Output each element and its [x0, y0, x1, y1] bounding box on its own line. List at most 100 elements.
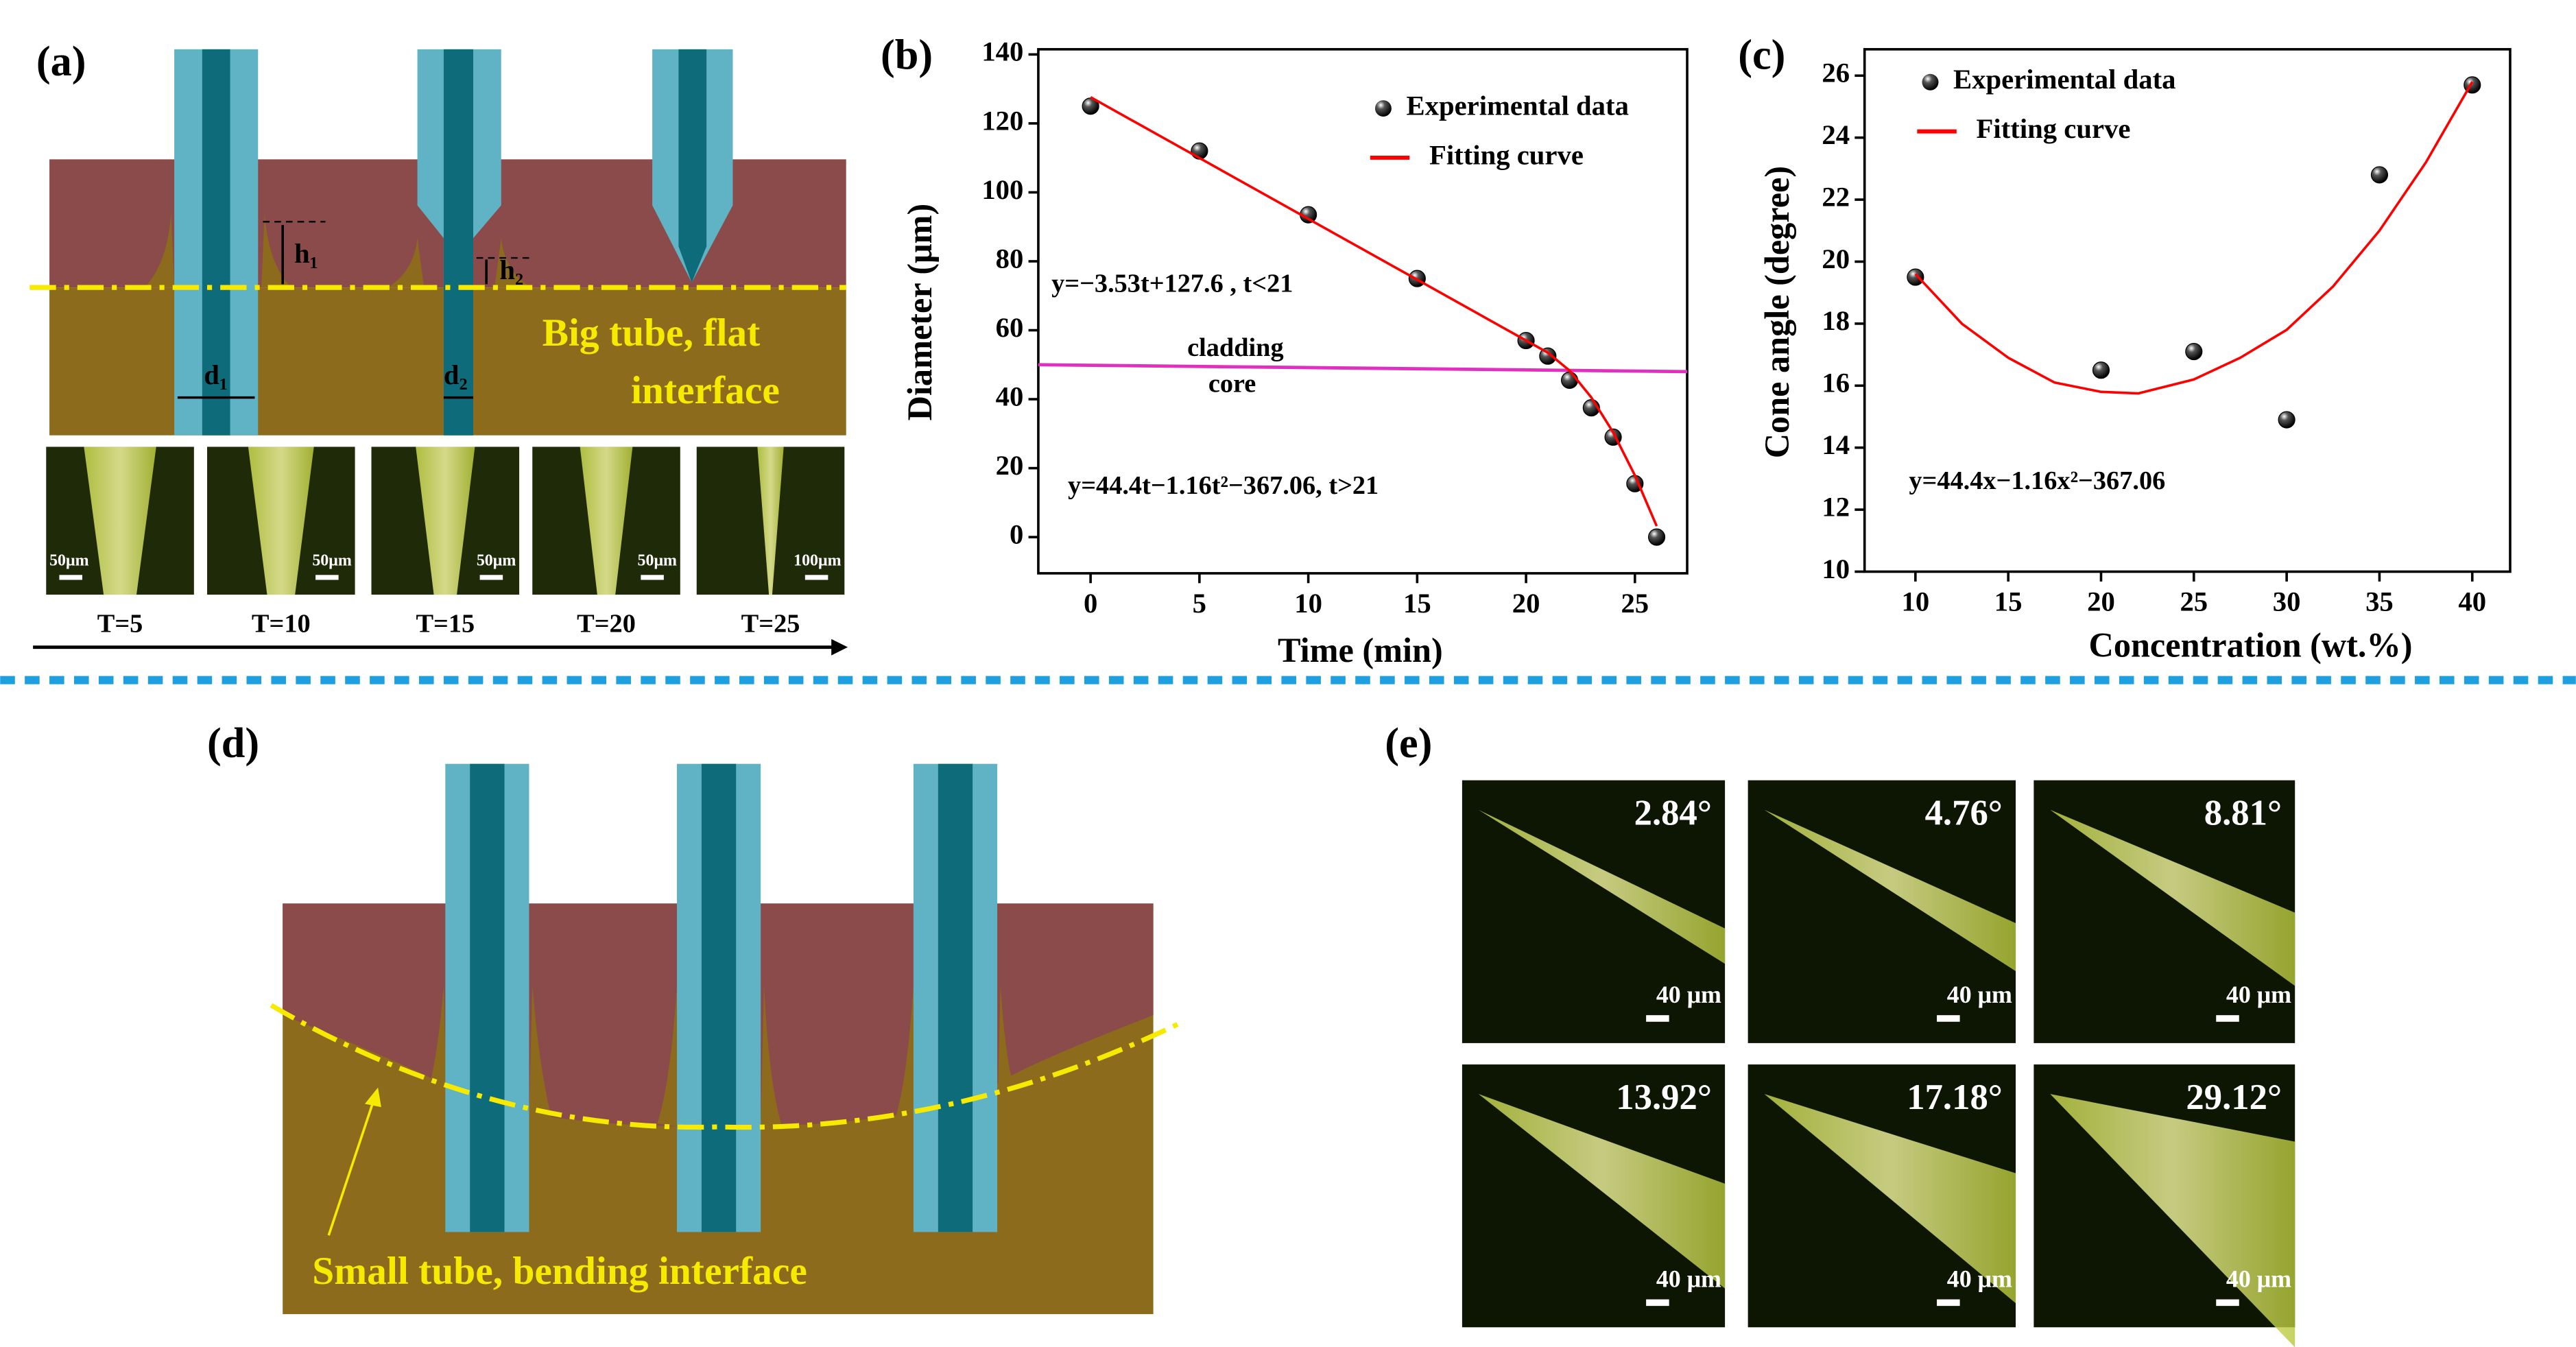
fiber-core: [938, 763, 973, 1232]
data-point: [2092, 361, 2110, 379]
fiber-core: [202, 49, 230, 436]
angle-label: 4.76°: [1925, 793, 2003, 833]
legend-swatch: [1922, 73, 1939, 91]
interface-line: [270, 1003, 1184, 1130]
data-point: [2278, 411, 2295, 429]
fiber-core: [443, 49, 474, 436]
scale-label: 40 μm: [1947, 1265, 2012, 1292]
legend-swatch: [1374, 100, 1392, 117]
data-point: [2370, 166, 2389, 184]
legend-label: Experimental data: [1953, 64, 2175, 95]
fiber-tip: [1478, 1094, 1726, 1289]
y-tick-label: 80: [996, 243, 1024, 274]
y-tick-label: 140: [981, 36, 1023, 67]
panel-label: (b): [881, 32, 933, 79]
panel-a-diagram: h₁ h₂ d₁ d₂ Big tube, flat interface: [29, 49, 846, 436]
y-tick-label: 10: [1822, 553, 1850, 584]
fiber-core: [678, 49, 707, 283]
y-axis-label: Diameter (μm): [901, 204, 939, 421]
y-tick-label: 18: [1822, 305, 1850, 336]
x-tick-label: 15: [1994, 586, 2023, 617]
micrograph-row: 50μm T=5 50μm T=10 50μm T=15 50μm T=20 100μm T=25: [46, 446, 845, 638]
legend-label: Experimental data: [1406, 90, 1628, 121]
fit-curve: [1090, 96, 1658, 527]
time-label: T=25: [741, 609, 800, 638]
scale-bar: [1937, 1299, 1960, 1307]
scale-label: 40 μm: [1947, 981, 2012, 1008]
angle-label: 17.18°: [1907, 1077, 2003, 1117]
scale-label: 50μm: [477, 552, 516, 570]
height-label: h₁: [294, 238, 318, 269]
fiber-tip: [2050, 1094, 2295, 1347]
fiber-tip: [2050, 809, 2295, 986]
data-point: [1907, 268, 1924, 286]
x-tick-label: 0: [1084, 588, 1097, 619]
charts: 0 5 10 15 20 25 0 20 40 60 80 100 120 140 Time (min) Di…: [901, 36, 2512, 669]
panel-label: (d): [207, 720, 259, 767]
diameter-label: d₂: [444, 359, 468, 390]
meniscus: [144, 213, 291, 288]
scale-bar: [641, 575, 664, 580]
fiber-tip: [1764, 1094, 2016, 1304]
fit-curve: [1914, 81, 2474, 395]
scale-label: 50μm: [49, 552, 89, 570]
scale-bar: [1646, 1015, 1669, 1022]
fiber-image: [757, 446, 784, 595]
angle-label: 13.92°: [1616, 1077, 1712, 1117]
plot-frame: [1037, 48, 1689, 575]
interface-label: interface: [631, 369, 780, 412]
x-tick-label: 35: [2365, 586, 2394, 617]
interface-label: Small tube, bending interface: [312, 1250, 807, 1293]
fiber-core: [470, 763, 505, 1232]
y-tick-label: 100: [981, 174, 1023, 205]
scale-bar: [1646, 1299, 1669, 1307]
time-label: T=5: [97, 609, 143, 638]
y-tick-label: 26: [1822, 58, 1850, 88]
scale-label: 40 μm: [1656, 981, 1721, 1008]
y-tick-label: 24: [1822, 119, 1850, 150]
x-tick-label: 5: [1193, 588, 1206, 619]
angle-label: 29.12°: [2186, 1077, 2282, 1117]
reference-line: [1038, 363, 1688, 374]
y-tick-label: 20: [1822, 243, 1850, 274]
data-point: [2185, 342, 2203, 361]
x-tick-label: 30: [2273, 586, 2301, 617]
x-tick-label: 25: [2180, 586, 2208, 617]
scale-bar: [315, 575, 339, 580]
arrow-head: [364, 1087, 381, 1108]
scale-label: 50μm: [638, 552, 678, 570]
pointer-arrow: [327, 1097, 377, 1236]
x-tick-label: 40: [2458, 586, 2486, 617]
scale-bar: [1937, 1015, 1960, 1022]
fiber-core: [701, 763, 737, 1232]
reference-label: cladding: [1187, 333, 1284, 362]
fiber-image: [416, 446, 475, 595]
height-label: h₂: [499, 254, 523, 285]
fiber-image: [84, 446, 156, 595]
time-label: T=15: [416, 609, 475, 638]
y-tick-label: 120: [981, 105, 1023, 136]
data-point: [1539, 347, 1557, 365]
y-tick-label: 0: [1010, 518, 1023, 549]
x-tick-label: 20: [1512, 588, 1540, 619]
fiber-tip: [1478, 809, 1726, 964]
x-tick-label: 20: [2087, 586, 2115, 617]
y-tick-label: 16: [1822, 368, 1850, 398]
time-label: T=20: [577, 609, 636, 638]
x-tick-label: 25: [1621, 588, 1649, 619]
scale-label: 100μm: [794, 552, 841, 570]
equation: y=−3.53t+127.6 , t<21: [1051, 270, 1293, 298]
meniscus: [387, 238, 531, 288]
fiber-image: [580, 446, 633, 595]
panel-label: (c): [1738, 32, 1785, 79]
equation: y=44.4x−1.16x²−367.06: [1909, 466, 2165, 495]
interface-label: Big tube, flat: [542, 311, 761, 355]
reference-label: core: [1208, 370, 1256, 398]
scale-label: 40 μm: [2226, 981, 2291, 1008]
scale-bar: [2216, 1299, 2239, 1307]
panel-d-diagram: Small tube, bending interface: [270, 763, 1184, 1315]
y-tick-label: 40: [996, 381, 1024, 412]
y-tick-label: 20: [996, 450, 1024, 481]
data-point: [1647, 528, 1666, 546]
y-tick-label: 22: [1822, 181, 1850, 212]
